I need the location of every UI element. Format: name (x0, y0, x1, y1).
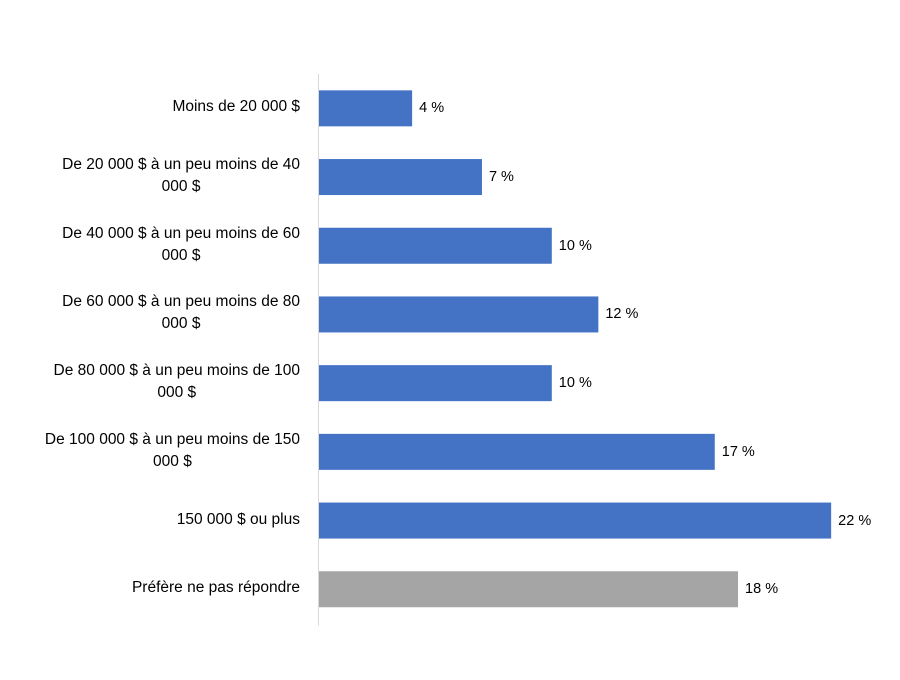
category-label-line: Moins de 20 000 $ (172, 98, 300, 116)
category-label-line: De 60 000 $ à un peu moins de 80 (62, 293, 300, 311)
category-label-line: 150 000 $ ou plus (176, 510, 300, 528)
data-label: 18 % (745, 581, 779, 598)
category-label-line: 000 $ (157, 384, 197, 402)
category-label-line: Préfère ne pas répondre (131, 579, 300, 597)
category-label: 150 000 $ ou plus (177, 509, 300, 531)
bar (319, 571, 739, 608)
category-label: Préfère ne pas répondre (132, 577, 300, 599)
category-label-line: 000 $ (153, 452, 192, 470)
data-label: 22 % (838, 512, 872, 529)
bar (319, 227, 552, 264)
category-label: De 20 000 $ à un peu moins de 40 000 $ (62, 154, 300, 198)
category-label-line: De 40 000 $ à un peu moins de 60 (62, 224, 300, 242)
bar (319, 502, 832, 539)
category-label-line: De 20 000 $ à un peu moins de 40 (62, 156, 300, 174)
category-label: Moins de 20 000 $ (172, 96, 300, 118)
data-label: 4 % (419, 100, 445, 117)
category-label: De 100 000 $ à un peu moins de 150 000 $ (45, 429, 300, 473)
data-label: 10 % (558, 375, 592, 392)
category-label: De 40 000 $ à un peu moins de 60 000 $ (62, 223, 300, 267)
bar (319, 90, 413, 127)
category-label-line: De 100 000 $ à un peu moins de 150 (44, 430, 300, 448)
data-label: 12 % (605, 306, 639, 323)
bar (319, 365, 552, 402)
bar (319, 433, 715, 470)
data-label: 10 % (558, 237, 592, 254)
category-label-line: De 80 000 $ à un peu moins de 100 (53, 362, 300, 380)
category-label-line: 000 $ (161, 315, 201, 333)
bar (319, 296, 599, 333)
category-label: De 60 000 $ à un peu moins de 80 000 $ (62, 291, 300, 335)
data-label: 7 % (488, 169, 514, 186)
bar (319, 159, 482, 196)
category-label-line: 000 $ (161, 246, 201, 264)
data-label: 17 % (721, 443, 755, 460)
category-label: De 80 000 $ à un peu moins de 100 000 $ (54, 360, 300, 404)
category-label-line: 000 $ (161, 178, 201, 196)
